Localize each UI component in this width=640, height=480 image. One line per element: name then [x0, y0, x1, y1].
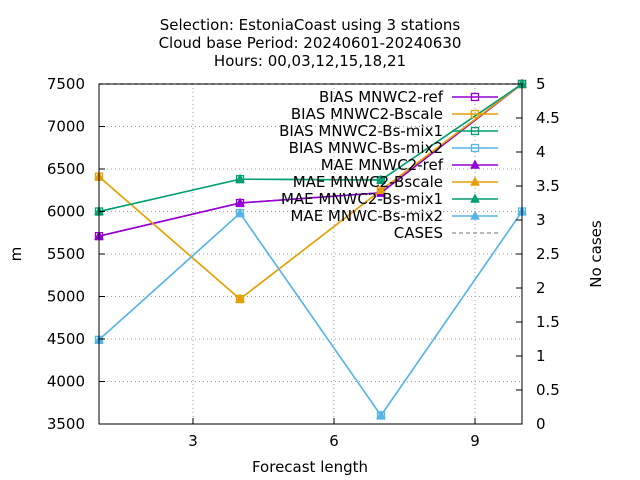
- legend-label: MAE MNWC2-ref: [321, 156, 444, 174]
- y-tick-label: 4500: [47, 330, 85, 348]
- y-axis-label: m: [7, 247, 25, 262]
- title-line-2: Cloud base Period: 20240601-20240630: [159, 34, 462, 52]
- data-point: [376, 174, 386, 184]
- y2-tick-label: 1.5: [536, 313, 560, 331]
- legend-item: MAE MNWC2-Bscale: [293, 173, 498, 191]
- y2-tick-label: 5: [536, 75, 546, 93]
- legend-marker: [470, 109, 480, 119]
- legend-item: MAE MNWC-Bs-mix2: [290, 207, 498, 225]
- x-axis-label: Forecast length: [252, 458, 368, 476]
- y2-tick-label: 3: [536, 211, 546, 229]
- data-point: [376, 409, 386, 420]
- legend-label: MAE MNWC2-Bscale: [293, 173, 443, 191]
- x-tick-label: 9: [470, 432, 480, 450]
- y2-tick-label: 0: [536, 415, 546, 433]
- data-point: [235, 293, 245, 303]
- y2-tick-label: 2.5: [536, 245, 560, 263]
- data-point: [235, 207, 245, 217]
- y2-tick-label: 4: [536, 143, 546, 161]
- grid: [99, 84, 522, 424]
- legend-label: BIAS MNWC2-Bscale: [291, 105, 443, 123]
- y-tick-label: 6500: [47, 160, 85, 178]
- chart-title: Selection: EstoniaCoast using 3 stations…: [159, 16, 462, 70]
- y-tick-label: 6000: [47, 203, 85, 221]
- legend-label: CASES: [394, 224, 443, 242]
- y-tick-label: 7000: [47, 118, 85, 136]
- y-tick-label: 5000: [47, 288, 85, 306]
- legend-item: MAE MNWC2-Bs-mix1: [281, 190, 498, 208]
- legend-item: BIAS MNWC2-Bscale: [291, 105, 498, 123]
- data-point: [235, 197, 245, 207]
- legend-marker: [470, 176, 480, 186]
- legend-item: MAE MNWC2-ref: [321, 156, 498, 174]
- legend-marker: [470, 126, 480, 136]
- legend-marker: [470, 159, 480, 169]
- legend-label: BIAS MNWC2-ref: [319, 88, 444, 106]
- y-tick-label: 4000: [47, 373, 85, 391]
- y2-axis-label: No cases: [587, 220, 605, 288]
- legend-label: MAE MNWC2-Bs-mix1: [281, 190, 443, 208]
- series-line: [98, 83, 523, 301]
- y-tick-label: 7500: [47, 75, 85, 93]
- data-point: [235, 173, 245, 183]
- y-tick-label: 3500: [47, 415, 85, 433]
- x-tick-label: 6: [329, 432, 339, 450]
- series-line: [98, 83, 523, 213]
- legend-label: BIAS MNWC-Bs-mix2: [289, 139, 443, 157]
- axis-ticks: 3500 4000 4500 5000 5500 6000 6500 7000 7500 0 0.5…: [47, 75, 560, 450]
- y2-tick-label: 2: [536, 279, 546, 297]
- legend-item: BIAS MNWC-Bs-mix2: [289, 139, 498, 157]
- y2-tick-label: 1: [536, 347, 546, 365]
- series-7: [94, 205, 527, 420]
- legend-marker: [470, 193, 480, 203]
- data-point: [376, 184, 386, 194]
- y-tick-label: 5500: [47, 245, 85, 263]
- legend-marker: [470, 143, 480, 153]
- x-tick-label: 3: [188, 432, 198, 450]
- legend-item: CASES: [394, 224, 498, 242]
- title-line-3: Hours: 00,03,12,15,18,21: [214, 52, 406, 70]
- series-line: [98, 211, 523, 417]
- legend-label: BIAS MNWC2-Bs-mix1: [279, 122, 443, 140]
- legend-item: BIAS MNWC2-Bs-mix1: [279, 122, 498, 140]
- legend-marker: [470, 210, 480, 220]
- title-line-1: Selection: EstoniaCoast using 3 stations: [160, 16, 461, 34]
- legend-marker: [470, 92, 480, 102]
- series-line: [98, 83, 523, 237]
- legend-label: MAE MNWC-Bs-mix2: [290, 207, 443, 225]
- y2-tick-label: 3.5: [536, 177, 560, 195]
- legend-item: BIAS MNWC2-ref: [319, 88, 498, 106]
- y2-tick-label: 0.5: [536, 381, 560, 399]
- y2-tick-label: 4.5: [536, 109, 560, 127]
